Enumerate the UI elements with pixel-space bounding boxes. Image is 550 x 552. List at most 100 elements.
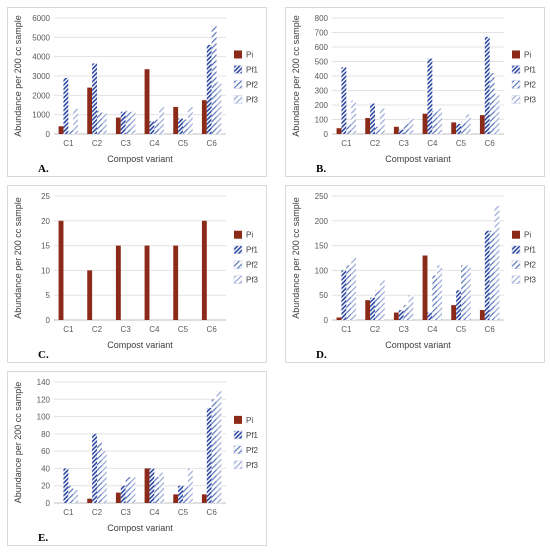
bar-pi-c4 (144, 468, 150, 503)
x-tick-label: C6 (207, 508, 218, 517)
bar-pi-c3 (115, 117, 121, 134)
bar-pf3-c3 (130, 111, 136, 134)
legend-swatch-pf2 (233, 260, 243, 269)
y-tick-label: 20 (41, 217, 50, 226)
x-tick-label: C5 (178, 139, 189, 148)
x-tick-label: C3 (399, 325, 410, 334)
x-tick-label: C2 (92, 508, 103, 517)
y-tick-label: 700 (315, 29, 329, 38)
bar-pf1-c4 (427, 58, 433, 134)
bar-pf1-c2 (92, 433, 97, 503)
legend-label-pf3: Pf3 (246, 276, 259, 285)
bar-pi-c2 (87, 270, 93, 320)
panel-label: B. (316, 163, 326, 175)
bar-pf3-c4 (437, 265, 443, 320)
y-tick-label: 200 (315, 101, 329, 110)
bar-pf3-c6 (494, 205, 500, 320)
bar-pi-c2 (365, 300, 371, 320)
panel-label: E. (38, 532, 48, 544)
y-tick-label: 800 (315, 14, 329, 23)
legend-label-pi: Pi (524, 231, 531, 240)
bar-pf1-c1 (341, 67, 347, 134)
y-tick-label: 140 (37, 378, 51, 387)
legend-swatch-pf2 (511, 80, 521, 89)
y-tick-label: 100 (315, 116, 329, 125)
x-tick-label: C6 (485, 325, 496, 334)
bar-pi-c5 (173, 494, 179, 503)
bar-pf1-c5 (178, 485, 183, 503)
bar-pf1-c1 (341, 270, 347, 320)
legend-label-pf3: Pf3 (246, 461, 259, 470)
legend-swatch-pf1 (511, 65, 521, 74)
bar-pf1-c2 (92, 63, 97, 134)
legend-label-pf1: Pf1 (246, 246, 259, 255)
y-tick-label: 50 (319, 291, 328, 300)
bar-pf2-c4 (432, 110, 438, 134)
legend-label-pf2: Pf2 (246, 261, 259, 270)
bar-pf2-c1 (346, 123, 352, 134)
bar-pf3-c1 (351, 100, 357, 134)
y-tick-label: 1000 (32, 111, 50, 120)
bar-pf3-c2 (379, 280, 385, 320)
bar-pf1-c5 (178, 118, 183, 134)
bar-pf2-c2 (97, 110, 102, 134)
x-tick-label: C1 (63, 508, 74, 517)
bar-pf2-c6 (211, 25, 217, 134)
y-axis-label: Abundance per 200 cc sample (13, 382, 23, 504)
bar-pi-c6 (479, 115, 485, 134)
y-tick-label: 400 (315, 72, 329, 81)
bar-pf3-c1 (73, 490, 79, 503)
bar-pf2-c5 (183, 119, 188, 134)
bar-pf2-c2 (375, 126, 380, 134)
legend-swatch-pi (234, 230, 242, 239)
y-tick-label: 150 (315, 242, 329, 251)
y-tick-label: 0 (46, 130, 51, 139)
y-tick-label: 0 (324, 130, 329, 139)
bar-pi-c2 (365, 118, 371, 134)
bar-pi-c2 (87, 498, 93, 503)
x-tick-label: C4 (427, 325, 438, 334)
bar-pf3-c1 (351, 258, 357, 320)
legend-label-pf1: Pf1 (524, 246, 537, 255)
bar-pi-c5 (451, 122, 457, 134)
x-tick-label: C3 (399, 139, 410, 148)
legend-label-pf1: Pf1 (524, 65, 537, 74)
legend-swatch-pf2 (233, 80, 243, 89)
bar-pf2-c4 (432, 275, 438, 320)
legend-swatch-pi (512, 230, 520, 239)
legend-swatch-pi (234, 50, 242, 59)
chart-d-svg: 0 50 100 150 200 250 Abundance per 200 cc samp… (291, 192, 537, 361)
bar-pf1-c4 (149, 468, 155, 503)
bar-pf1-c6 (206, 45, 212, 134)
bar-pi-c5 (173, 245, 179, 320)
x-tick-label: C1 (63, 325, 74, 334)
bar-pi-c3 (393, 312, 399, 320)
y-tick-label: 250 (315, 192, 329, 201)
x-tick-label: C5 (178, 508, 189, 517)
x-tick-label: C2 (370, 325, 381, 334)
x-tick-label: C3 (121, 508, 132, 517)
legend-swatch-pi (234, 415, 242, 424)
y-tick-label: 2000 (32, 91, 50, 100)
legend-label-pi: Pi (246, 231, 253, 240)
bar-pf2-c2 (97, 442, 102, 503)
bar-pf1-c2 (370, 103, 375, 134)
y-tick-label: 60 (41, 447, 50, 456)
panel-label: A. (38, 163, 49, 175)
y-tick-label: 10 (41, 266, 50, 275)
bar-pf3-c3 (408, 295, 414, 320)
bar-pf3-c5 (465, 265, 471, 320)
legend-swatch-pf3 (233, 275, 243, 284)
bar-pf3-c3 (408, 118, 414, 134)
legend-label-pf1: Pf1 (246, 431, 259, 440)
x-tick-label: C5 (178, 325, 189, 334)
x-tick-label: C1 (341, 139, 352, 148)
bar-pi-c3 (115, 245, 121, 320)
y-tick-label: 100 (315, 266, 329, 275)
x-tick-label: C1 (341, 325, 352, 334)
x-tick-label: C5 (456, 139, 467, 148)
chart-b-svg: 0 100 200 300 400 500 600 700 800 Abundance per 2… (291, 14, 537, 175)
bar-pf2-c6 (211, 399, 217, 503)
y-axis-label: Abundance per 200 cc sample (13, 15, 23, 137)
y-tick-label: 20 (41, 482, 50, 491)
